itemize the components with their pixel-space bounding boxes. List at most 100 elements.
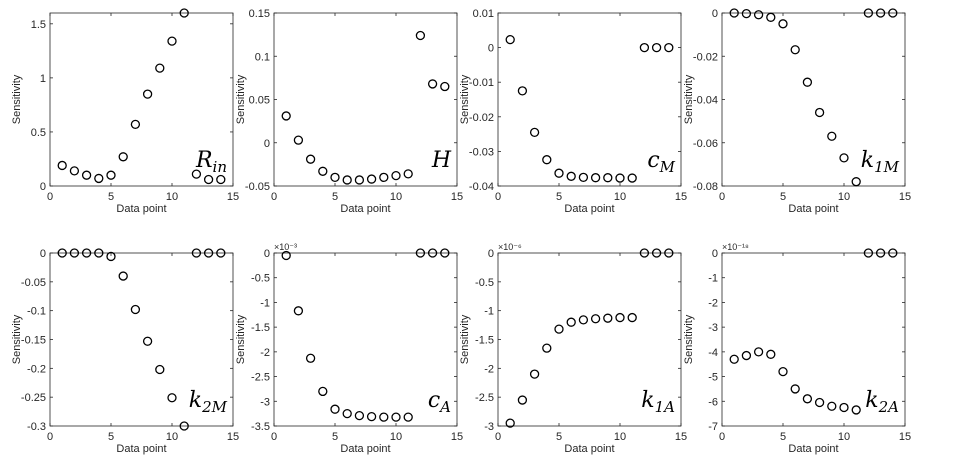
y-tick-label: -2.5 (475, 392, 494, 404)
y-axis-label: Sensitivity (11, 314, 23, 364)
data-point (379, 172, 389, 183)
x-tick-label: 10 (390, 431, 402, 443)
parameter-label: cA (428, 388, 451, 416)
chart-panel-8: 0 5 10 15 -7 -6 -5 -4 -3 -2 -1 0 ×10⁻¹⁸ Data point Sen… (683, 242, 911, 455)
x-tick-label: 5 (780, 191, 786, 203)
data-point (627, 312, 637, 323)
data-point (542, 155, 552, 165)
y-tick-label: 0.15 (249, 8, 270, 20)
y-tick-label: -3.5 (251, 421, 270, 433)
x-tick-label: 10 (614, 431, 626, 443)
data-point (330, 404, 340, 414)
data-point (142, 89, 153, 99)
data-point (305, 353, 316, 363)
data-point (179, 421, 189, 431)
data-point (440, 248, 450, 258)
data-point (615, 173, 625, 183)
data-point (590, 314, 601, 324)
x-tick-label: 5 (108, 191, 114, 203)
y-axis-label: Sensitivity (235, 74, 247, 124)
y-tick-label: 0 (264, 248, 270, 260)
x-tick-label: 0 (495, 191, 501, 203)
x-axis-label: Data point (788, 203, 838, 215)
parameter-label: cM (647, 148, 675, 176)
data-point (753, 347, 764, 357)
data-point (639, 42, 650, 53)
y-tick-label: -1 (260, 297, 270, 309)
data-point (790, 384, 800, 394)
y-tick-label: -1.5 (251, 322, 270, 334)
axes-box (497, 12, 682, 187)
y-tick-label: 0.05 (249, 95, 270, 107)
data-point (827, 401, 837, 411)
data-point (69, 166, 80, 176)
chart-panel-3: 0 5 10 15 -0.04 -0.03 -0.02 -0.01 0 0.01 Data poin… (459, 8, 687, 215)
data-point (94, 248, 104, 258)
data-point (554, 324, 564, 334)
data-point (167, 36, 177, 46)
x-tick-label: 15 (899, 431, 911, 443)
data-point (203, 248, 214, 258)
data-point (729, 354, 739, 364)
parameter-label: k1M (861, 148, 900, 176)
data-point (888, 248, 898, 258)
data-point (118, 152, 128, 162)
y-tick-label: -2.5 (251, 372, 270, 384)
data-point (354, 410, 365, 421)
x-axis-label: Data point (116, 443, 166, 455)
x-tick-label: 5 (332, 431, 338, 443)
data-point (415, 248, 426, 258)
data-point (741, 8, 752, 19)
x-tick-label: 15 (675, 191, 687, 203)
data-point (639, 248, 650, 258)
chart-panel-5: 0 5 10 15 -0.3 -0.25 -0.2 -0.15 -0.1 -0.05 0 Data p… (11, 248, 239, 455)
x-axis-label: Data point (564, 203, 614, 215)
data-point (505, 418, 515, 428)
x-axis-label: Data point (340, 443, 390, 455)
data-point (366, 174, 377, 184)
x-tick-label: 15 (451, 431, 463, 443)
data-point (590, 173, 601, 183)
y-tick-label: -3 (260, 396, 270, 408)
chart-panel-1: 0 5 10 15 0 0.5 1 1.5 Data point Sensitivity Rin (11, 8, 239, 215)
data-point (741, 350, 752, 361)
data-point (505, 34, 515, 45)
y-tick-label: -2 (484, 363, 494, 375)
data-point (578, 315, 589, 325)
parameter-label: k1A (641, 388, 675, 416)
y-tick-label: 0 (40, 181, 46, 193)
data-point (566, 171, 576, 181)
chart-panel-7: 0 5 10 15 -3 -2.5 -2 -1.5 -1 -0.5 0 ×10⁻⁶ Data point… (459, 242, 687, 455)
y-tick-label: -0.02 (693, 51, 718, 63)
x-tick-label: 0 (719, 191, 725, 203)
data-point (766, 12, 776, 22)
data-point (216, 248, 226, 258)
y-tick-label: -2 (708, 297, 718, 309)
data-point (566, 317, 576, 327)
data-point (529, 369, 540, 379)
data-point (191, 169, 202, 179)
y-tick-label: -3 (708, 322, 718, 334)
y-tick-label: 1 (40, 73, 46, 85)
data-point (802, 77, 813, 87)
data-point (106, 170, 116, 180)
y-tick-label: -7 (708, 421, 718, 433)
x-tick-label: 5 (556, 431, 562, 443)
data-point (529, 127, 540, 138)
data-point (851, 177, 861, 187)
y-tick-label: -0.5 (475, 277, 494, 289)
data-point (440, 81, 450, 92)
y-axis-label: Sensitivity (459, 314, 471, 364)
axes-box (49, 12, 234, 187)
data-point (888, 8, 898, 18)
data-point (57, 248, 67, 258)
y-tick-label: -0.02 (469, 112, 494, 124)
y-tick-label: -0.04 (693, 95, 718, 107)
y-tick-label: -2 (260, 347, 270, 359)
y-tick-label: -0.05 (21, 277, 46, 289)
data-point (81, 248, 92, 258)
chart-panel-4: 0 5 10 15 -0.08 -0.06 -0.04 -0.02 0 Data point Sen… (683, 8, 911, 215)
axes-box (497, 252, 682, 427)
